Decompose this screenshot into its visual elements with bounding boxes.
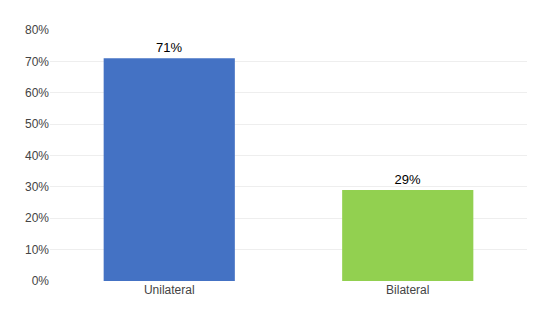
svg-text:80%: 80% bbox=[25, 23, 49, 37]
svg-text:10%: 10% bbox=[25, 243, 49, 257]
svg-text:71%: 71% bbox=[156, 40, 182, 55]
svg-text:60%: 60% bbox=[25, 86, 49, 100]
svg-text:Unilateral: Unilateral bbox=[144, 283, 195, 297]
svg-text:20%: 20% bbox=[25, 211, 49, 225]
svg-text:40%: 40% bbox=[25, 149, 49, 163]
svg-text:30%: 30% bbox=[25, 180, 49, 194]
svg-text:0%: 0% bbox=[32, 274, 50, 288]
svg-text:50%: 50% bbox=[25, 117, 49, 131]
svg-text:Bilateral: Bilateral bbox=[386, 283, 429, 297]
svg-text:29%: 29% bbox=[395, 172, 421, 187]
svg-text:70%: 70% bbox=[25, 55, 49, 69]
